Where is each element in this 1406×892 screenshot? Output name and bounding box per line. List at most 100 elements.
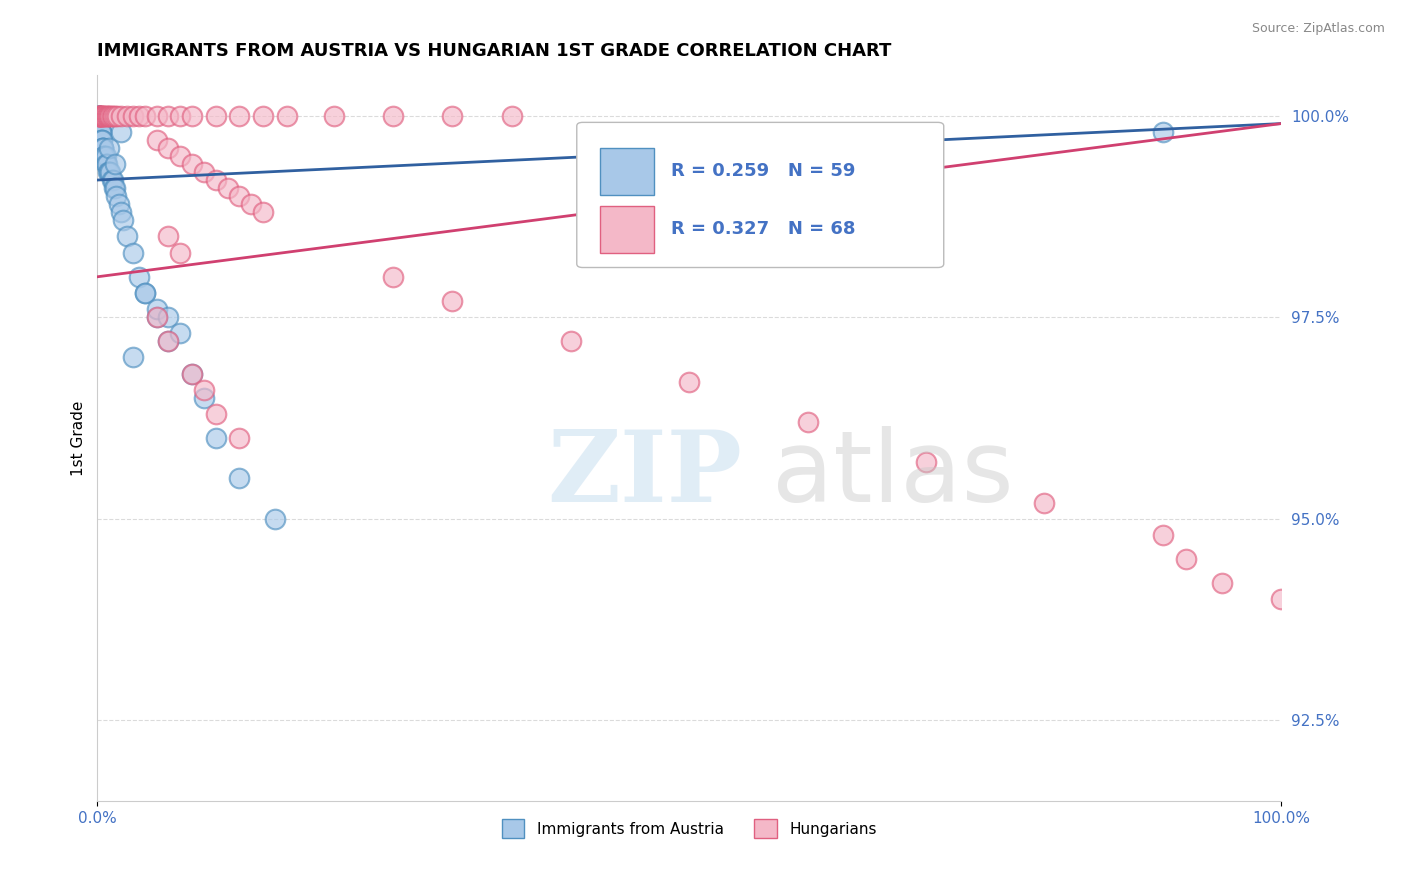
Point [104, 109, 127, 123]
Point [89, 117, 111, 131]
Point [107, 109, 129, 123]
Point [87, 109, 110, 123]
Point [110, 109, 132, 123]
Point [90, 109, 112, 123]
Point [98, 165, 121, 179]
Point [89, 109, 111, 123]
Point [89, 117, 111, 131]
Point [169, 245, 191, 260]
Point [382, 109, 405, 123]
Point [145, 109, 167, 123]
Point [96, 109, 118, 123]
Bar [600, 206, 654, 253]
Point [181, 367, 204, 381]
Point [87, 109, 110, 123]
Point [115, 229, 138, 244]
Point [121, 109, 143, 123]
Point [87, 117, 110, 131]
Point [91, 109, 114, 123]
Point [264, 511, 287, 525]
Point [93, 109, 115, 123]
Point [157, 334, 180, 349]
Point [90, 125, 112, 139]
Point [915, 455, 938, 469]
Point [441, 293, 464, 308]
Point [91, 133, 114, 147]
Point [94, 149, 117, 163]
Point [796, 415, 818, 429]
Point [90, 125, 112, 139]
Point [89, 117, 111, 131]
Point [204, 109, 226, 123]
Point [228, 471, 250, 485]
Point [501, 109, 523, 123]
Point [181, 109, 204, 123]
Point [93, 149, 115, 163]
Point [87, 109, 110, 123]
Point [101, 173, 124, 187]
FancyBboxPatch shape [576, 122, 943, 268]
Point [441, 109, 464, 123]
Point [87, 109, 110, 123]
Point [91, 109, 114, 123]
Point [100, 109, 122, 123]
Point [89, 117, 111, 131]
Point [91, 141, 114, 155]
Point [228, 431, 250, 445]
Point [128, 109, 150, 123]
Point [91, 141, 114, 155]
Point [89, 109, 111, 123]
Text: R = 0.327   N = 68: R = 0.327 N = 68 [672, 220, 856, 238]
Point [112, 213, 135, 227]
Text: IMMIGRANTS FROM AUSTRIA VS HUNGARIAN 1ST GRADE CORRELATION CHART: IMMIGRANTS FROM AUSTRIA VS HUNGARIAN 1ST… [97, 42, 891, 60]
Point [193, 391, 215, 405]
Point [93, 109, 115, 123]
Point [91, 141, 114, 155]
Text: Source: ZipAtlas.com: Source: ZipAtlas.com [1251, 22, 1385, 36]
Point [101, 109, 124, 123]
Point [560, 334, 582, 349]
Point [103, 181, 125, 195]
Point [157, 229, 180, 244]
Point [1033, 495, 1056, 509]
Point [157, 310, 180, 324]
Text: R = 0.259   N = 59: R = 0.259 N = 59 [672, 162, 856, 180]
Point [87, 109, 110, 123]
Point [145, 133, 167, 147]
Point [90, 133, 112, 147]
Point [157, 141, 180, 155]
Point [204, 407, 226, 421]
Point [105, 189, 128, 203]
Point [104, 181, 127, 195]
Point [169, 109, 191, 123]
Point [204, 431, 226, 445]
Point [100, 109, 122, 123]
Point [91, 133, 114, 147]
Point [204, 173, 226, 187]
Point [1152, 528, 1174, 542]
Point [228, 109, 250, 123]
Point [91, 109, 114, 123]
Point [134, 285, 156, 300]
Point [228, 189, 250, 203]
Point [134, 285, 156, 300]
Point [240, 197, 263, 211]
Point [94, 157, 117, 171]
Point [157, 109, 180, 123]
Bar [600, 148, 654, 195]
Point [98, 141, 121, 155]
Point [94, 109, 117, 123]
Point [157, 334, 180, 349]
Text: atlas: atlas [772, 425, 1014, 523]
Point [104, 157, 127, 171]
Point [252, 205, 274, 219]
Point [121, 351, 143, 365]
Point [1211, 576, 1233, 591]
Point [128, 269, 150, 284]
Point [87, 109, 110, 123]
Point [96, 157, 118, 171]
Point [382, 269, 405, 284]
Point [87, 109, 110, 123]
Point [276, 109, 298, 123]
Point [87, 109, 110, 123]
